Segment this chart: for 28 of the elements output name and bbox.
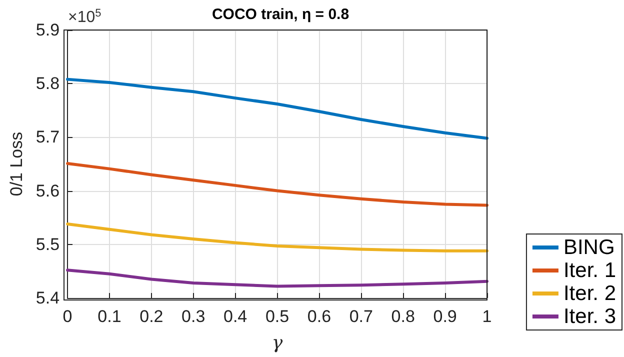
legend-label: Iter. 2 [563, 282, 616, 305]
x-tick-label: 0.3 [182, 307, 206, 326]
x-tick-label: 0.7 [349, 307, 373, 326]
y-tick-label: 5.4 [36, 288, 60, 308]
x-tick-label: 0.5 [265, 307, 290, 326]
y-tick-label: 5.5 [36, 234, 60, 254]
chart-title: COCO train, η = 0.8 [212, 6, 350, 23]
line-series [66, 268, 488, 288]
legend-label: BING [563, 236, 615, 259]
y-tick-label: 5.6 [36, 181, 60, 200]
y-tick-label: 5.8 [36, 74, 60, 94]
x-tick-label: 0 [62, 307, 72, 326]
x-tick-label: 0.1 [98, 307, 122, 326]
x-tick-label: 0.8 [391, 307, 415, 326]
y-axis-title: 0/1 Loss [7, 132, 26, 196]
x-tick-label: 0.4 [224, 307, 248, 326]
x-tick-label: 0.9 [433, 307, 457, 326]
legend-label: Iter. 3 [563, 305, 616, 328]
y-tick-label: 5.9 [36, 20, 60, 40]
x-tick-label: 1 [482, 307, 492, 326]
line-series [66, 78, 488, 140]
legend-label: Iter. 1 [563, 259, 616, 282]
x-axis-title: γ [272, 332, 283, 354]
x-tick-label: 0.6 [307, 307, 332, 326]
x-tick-label: 0.2 [140, 307, 164, 326]
line-series [66, 222, 488, 252]
line-series [66, 162, 488, 207]
y-tick-label: 5.7 [36, 128, 60, 147]
